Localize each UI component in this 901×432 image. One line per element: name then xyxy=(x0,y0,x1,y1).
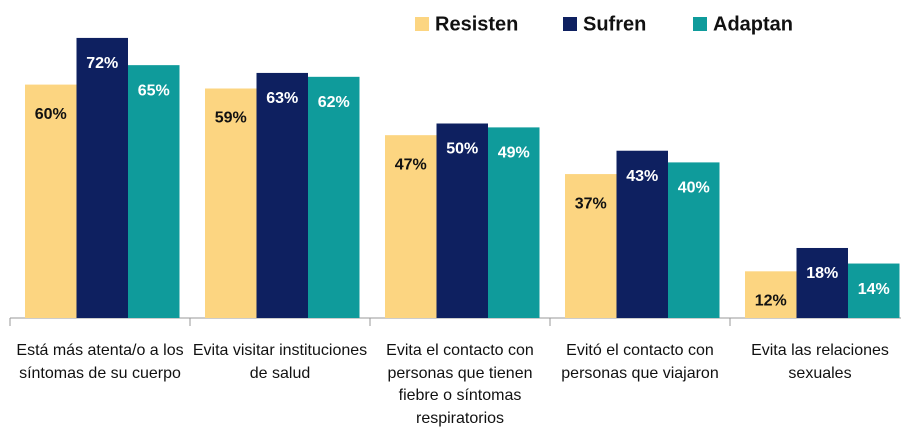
value-label: 59% xyxy=(215,110,247,127)
x-tick-label: Evita el contacto con personas que tiene… xyxy=(386,342,534,427)
bar xyxy=(616,150,668,318)
x-tick-label: Está más atenta/o a los síntomas de su c… xyxy=(16,342,184,382)
legend-label: Sufren xyxy=(583,13,646,35)
legend-swatch xyxy=(693,17,707,31)
bar xyxy=(848,263,900,318)
value-label: 72% xyxy=(86,55,118,72)
bar xyxy=(308,76,360,318)
x-tick-label: Evita las relaciones sexuales xyxy=(751,342,889,382)
value-label: 40% xyxy=(678,180,710,197)
bar xyxy=(796,247,848,318)
bar xyxy=(385,135,437,318)
value-label: 37% xyxy=(575,195,607,212)
value-label: 62% xyxy=(318,94,350,111)
value-label: 63% xyxy=(266,90,298,107)
legend-label: Resisten xyxy=(435,13,518,35)
legend-swatch xyxy=(563,17,577,31)
bar xyxy=(205,88,257,319)
bar xyxy=(128,65,180,319)
x-tick-label: Evitó el contacto con personas que viaja… xyxy=(561,342,719,382)
legend-swatch xyxy=(415,17,429,31)
bar xyxy=(668,162,720,318)
value-label: 43% xyxy=(626,168,658,185)
legend-label: Adaptan xyxy=(713,13,793,35)
value-label: 60% xyxy=(35,106,67,123)
x-tick-label: Evita visitar instituciones de salud xyxy=(192,342,368,382)
value-label: 65% xyxy=(138,82,170,99)
value-label: 18% xyxy=(806,265,838,282)
value-label: 12% xyxy=(755,293,787,310)
bar xyxy=(25,84,77,318)
bar xyxy=(565,174,617,318)
value-label: 14% xyxy=(858,281,890,298)
bar xyxy=(76,37,128,319)
value-label: 47% xyxy=(395,156,427,173)
value-label: 50% xyxy=(446,141,478,158)
bar xyxy=(745,271,797,318)
bar xyxy=(488,127,540,318)
value-label: 49% xyxy=(498,145,530,162)
bar xyxy=(256,72,308,319)
bar xyxy=(436,123,488,318)
